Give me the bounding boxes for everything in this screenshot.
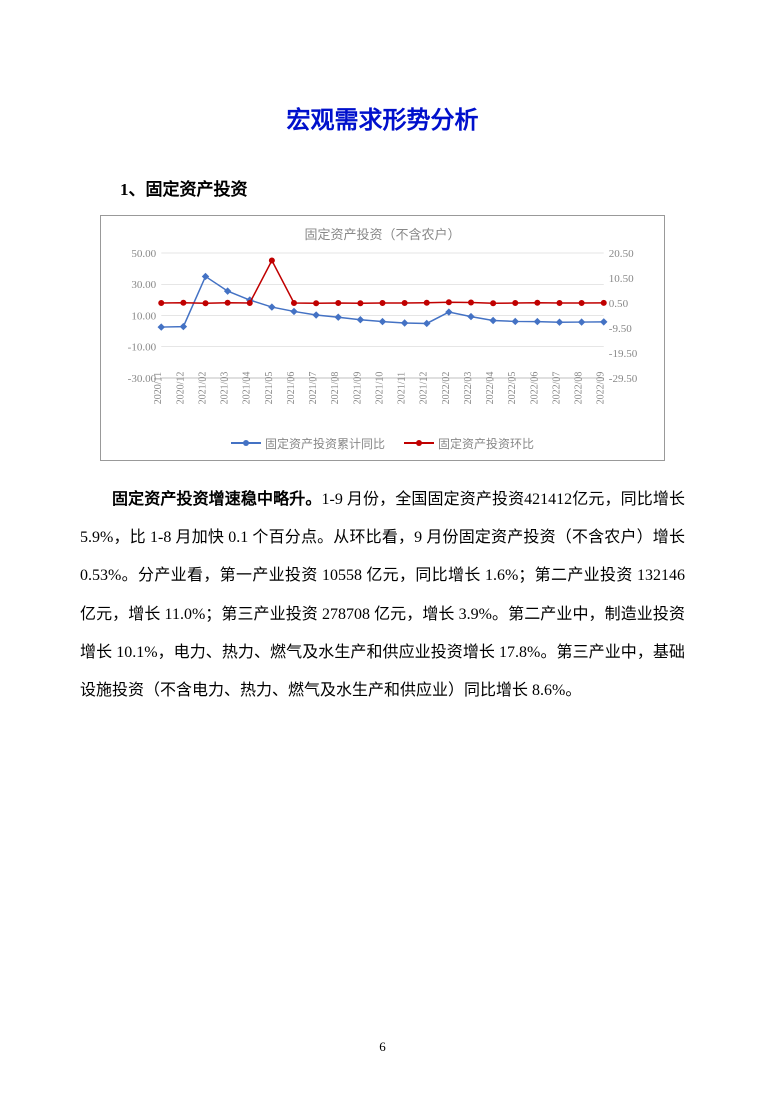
svg-text:2021/12: 2021/12 [419, 372, 430, 405]
svg-text:2022/07: 2022/07 [551, 372, 562, 405]
svg-text:0.50: 0.50 [609, 298, 629, 310]
svg-text:2022/06: 2022/06 [529, 372, 540, 405]
body-text-run: 1-9 月份，全国固定资产投资421412亿元，同比增长 5.9%，比 1-8 … [80, 491, 685, 700]
svg-text:2020/11: 2020/11 [153, 372, 164, 404]
legend-label-red: 固定资产投资环比 [438, 435, 534, 452]
legend-label-blue: 固定资产投资累计同比 [265, 435, 385, 452]
svg-text:-9.50: -9.50 [609, 323, 633, 335]
svg-text:10.00: 10.00 [131, 311, 156, 323]
svg-text:2022/02: 2022/02 [441, 372, 452, 405]
svg-text:2022/04: 2022/04 [485, 372, 496, 405]
svg-text:2021/10: 2021/10 [374, 372, 385, 405]
svg-text:2022/08: 2022/08 [574, 372, 585, 405]
legend-item-red: 固定资产投资环比 [404, 435, 534, 452]
page-title: 宏观需求形势分析 [80, 100, 685, 135]
chart-plot-area: -30.00-10.0010.0030.0050.00-29.50-19.50-… [116, 248, 649, 428]
page-number: 6 [0, 1039, 765, 1055]
svg-text:2022/03: 2022/03 [463, 372, 474, 405]
svg-text:-29.50: -29.50 [609, 373, 638, 385]
svg-text:50.00: 50.00 [131, 248, 156, 260]
svg-text:2022/09: 2022/09 [596, 372, 607, 405]
svg-text:2021/08: 2021/08 [330, 372, 341, 405]
chart-container: 固定资产投资（不含农户） -30.00-10.0010.0030.0050.00… [100, 215, 665, 461]
svg-text:2021/09: 2021/09 [352, 372, 363, 405]
svg-text:-10.00: -10.00 [128, 342, 157, 354]
svg-text:2021/03: 2021/03 [220, 372, 231, 405]
chart-legend: 固定资产投资累计同比 固定资产投资环比 [116, 433, 649, 452]
svg-text:2021/07: 2021/07 [308, 372, 319, 405]
svg-text:10.50: 10.50 [609, 273, 634, 285]
legend-swatch-red [404, 442, 434, 444]
svg-text:-19.50: -19.50 [609, 348, 638, 360]
svg-text:2021/04: 2021/04 [242, 372, 253, 405]
section-heading: 1、固定资产投资 [120, 175, 685, 200]
svg-text:20.50: 20.50 [609, 248, 634, 260]
chart-title: 固定资产投资（不含农户） [116, 224, 649, 243]
svg-text:2021/05: 2021/05 [264, 372, 275, 405]
svg-text:2022/05: 2022/05 [507, 372, 518, 405]
legend-swatch-blue [231, 442, 261, 444]
svg-text:2020/12: 2020/12 [175, 372, 186, 405]
svg-text:2021/06: 2021/06 [286, 372, 297, 405]
svg-text:30.00: 30.00 [131, 279, 156, 291]
svg-text:2021/02: 2021/02 [197, 372, 208, 405]
body-bold-lead: 固定资产投资增速稳中略升。 [112, 491, 321, 508]
svg-text:2021/11: 2021/11 [397, 372, 408, 404]
legend-item-blue: 固定资产投资累计同比 [231, 435, 385, 452]
body-paragraph: 固定资产投资增速稳中略升。1-9 月份，全国固定资产投资421412亿元，同比增… [80, 481, 685, 711]
